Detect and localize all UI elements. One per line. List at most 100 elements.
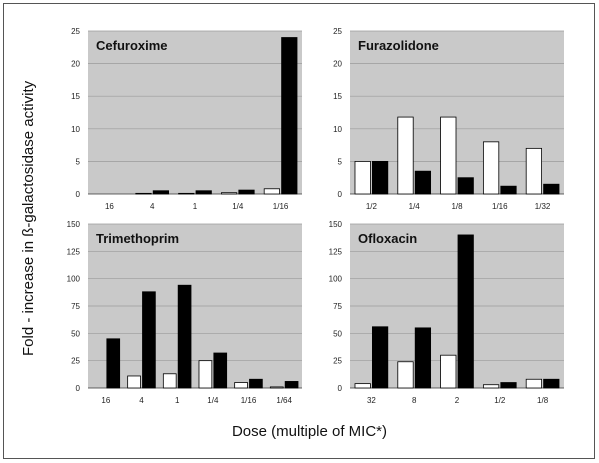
ofloxacin-bar-filled (457, 234, 474, 389)
ofloxacin-y-tick-label: 25 (333, 357, 342, 366)
cefuroxime-bar-filled (195, 190, 212, 195)
ofloxacin-bar-open (440, 354, 457, 389)
cefuroxime-bar-filled (238, 189, 255, 195)
trimethoprim-x-tick-label: 1/64 (276, 396, 292, 405)
cefuroxime-bar-open (263, 188, 280, 195)
ofloxacin-x-tick-label: 1/2 (494, 396, 506, 405)
trimethoprim-x-tick-label: 1/16 (241, 396, 257, 405)
cefuroxime-y-tick-label: 25 (71, 27, 80, 36)
cefuroxime-y-tick-label: 5 (76, 157, 81, 166)
ofloxacin-x-tick-label: 1/8 (537, 396, 549, 405)
trimethoprim-y-tick-label: 25 (71, 357, 80, 366)
cefuroxime-bar-open (135, 192, 152, 195)
furazolidone-bar-filled (543, 183, 560, 195)
trimethoprim-bar-filled (249, 378, 263, 389)
ofloxacin-bar-open (354, 383, 371, 389)
trimethoprim-y-tick-label: 75 (71, 302, 80, 311)
ofloxacin-x-tick-label: 2 (455, 396, 460, 405)
ofloxacin-bar-open (397, 361, 414, 389)
ofloxacin-y-tick-label: 0 (338, 384, 343, 393)
trimethoprim-bar-filled (142, 291, 156, 389)
furazolidone-bar-open (440, 116, 457, 195)
trimethoprim-bar-filled (106, 338, 121, 389)
cefuroxime-x-tick-label: 1/4 (232, 202, 244, 211)
furazolidone-y-tick-label: 25 (333, 27, 342, 36)
furazolidone-bar-filled (371, 160, 389, 195)
ofloxacin-y-tick-label: 150 (329, 220, 343, 229)
trimethoprim-x-tick-label: 1/4 (207, 396, 219, 405)
ofloxacin-bar-filled (371, 326, 389, 389)
trimethoprim-title: Trimethoprim (96, 231, 179, 246)
cefuroxime-bar-open (178, 192, 195, 195)
trimethoprim-y-tick-label: 100 (67, 275, 81, 284)
furazolidone-bar-open (482, 141, 500, 195)
trimethoprim-x-tick-label: 16 (101, 396, 110, 405)
furazolidone-bar-open (354, 160, 371, 195)
trimethoprim-bar-open (162, 373, 177, 389)
furazolidone-y-tick-label: 0 (338, 190, 343, 199)
cefuroxime-bar-open (220, 192, 238, 195)
cefuroxime-panel: 0 5 10 15 20 25 16 4 1 1/4 1/16 Cefuroxime (71, 27, 302, 211)
trimethoprim-y-tick-label: 50 (71, 329, 80, 338)
ofloxacin-bar-filled (543, 378, 560, 389)
furazolidone-bar-open (525, 147, 543, 195)
ofloxacin-y-tick-label: 100 (329, 275, 343, 284)
cefuroxime-title: Cefuroxime (96, 38, 168, 53)
cefuroxime-y-tick-label: 15 (71, 92, 80, 101)
furazolidone-bar-filled (500, 185, 517, 195)
furazolidone-x-tick-label: 1/32 (535, 202, 551, 211)
trimethoprim-y-tick-label: 125 (67, 247, 81, 256)
ofloxacin-x-tick-label: 8 (412, 396, 417, 405)
y-axis-title: Fold - increase in ß-galactosidase activ… (20, 80, 37, 356)
furazolidone-y-tick-label: 5 (338, 157, 343, 166)
furazolidone-x-tick-label: 1/4 (409, 202, 421, 211)
trimethoprim-bar-open (269, 386, 284, 389)
ofloxacin-y-tick-label: 75 (333, 302, 342, 311)
furazolidone-y-tick-label: 10 (333, 125, 342, 134)
trimethoprim-panel: 0 25 50 75 100 125 150 16 4 1 1/4 1/16 1/64 Trimethop… (67, 220, 302, 405)
cefuroxime-x-tick-label: 1/16 (273, 202, 289, 211)
trimethoprim-bar-filled (284, 381, 299, 389)
figure-border (3, 3, 595, 459)
cefuroxime-y-tick-label: 20 (71, 60, 80, 69)
cefuroxime-plot-area (88, 31, 302, 194)
furazolidone-x-tick-label: 1/8 (451, 202, 463, 211)
furazolidone-title: Furazolidone (358, 38, 439, 53)
ofloxacin-y-tick-label: 125 (329, 247, 343, 256)
trimethoprim-x-tick-label: 1 (175, 396, 180, 405)
trimethoprim-y-tick-label: 150 (67, 220, 81, 229)
trimethoprim-bar-open (127, 375, 141, 389)
furazolidone-bar-filled (414, 170, 432, 195)
ofloxacin-bar-open (482, 384, 500, 389)
ofloxacin-title: Ofloxacin (358, 231, 417, 246)
x-axis-title: Dose (multiple of MIC*) (231, 423, 388, 440)
furazolidone-x-tick-label: 1/16 (492, 202, 508, 211)
ofloxacin-panel: 0 25 50 75 100 125 150 32 8 2 1/2 1/8 Ofloxacin (329, 220, 564, 405)
furazolidone-bar-filled (457, 177, 474, 195)
trimethoprim-y-tick-label: 0 (76, 384, 81, 393)
cefuroxime-y-tick-label: 0 (76, 190, 81, 199)
cefuroxime-y-tick-label: 10 (71, 125, 80, 134)
furazolidone-y-tick-label: 15 (333, 92, 342, 101)
cefuroxime-bar-filled (281, 37, 298, 195)
ofloxacin-bar-filled (414, 327, 432, 389)
trimethoprim-bar-open (234, 382, 248, 389)
trimethoprim-x-tick-label: 4 (139, 396, 144, 405)
furazolidone-x-tick-label: 1/2 (366, 202, 378, 211)
trimethoprim-bar-filled (213, 352, 228, 389)
furazolidone-bar-open (397, 116, 414, 195)
ofloxacin-x-tick-label: 32 (367, 396, 376, 405)
trimethoprim-bar-filled (177, 284, 192, 389)
ofloxacin-bar-filled (500, 382, 517, 389)
furazolidone-y-tick-label: 20 (333, 60, 342, 69)
cefuroxime-bar-filled (152, 190, 170, 195)
ofloxacin-y-tick-label: 50 (333, 329, 342, 338)
trimethoprim-bar-open (198, 360, 213, 389)
cefuroxime-x-tick-label: 16 (105, 202, 114, 211)
cefuroxime-x-tick-label: 4 (150, 202, 155, 211)
furazolidone-panel: 0 5 10 15 20 25 1/2 1/4 1/8 1/16 1/32 Furazolidone (333, 27, 564, 211)
ofloxacin-bar-open (525, 378, 543, 389)
cefuroxime-x-tick-label: 1 (193, 202, 198, 211)
